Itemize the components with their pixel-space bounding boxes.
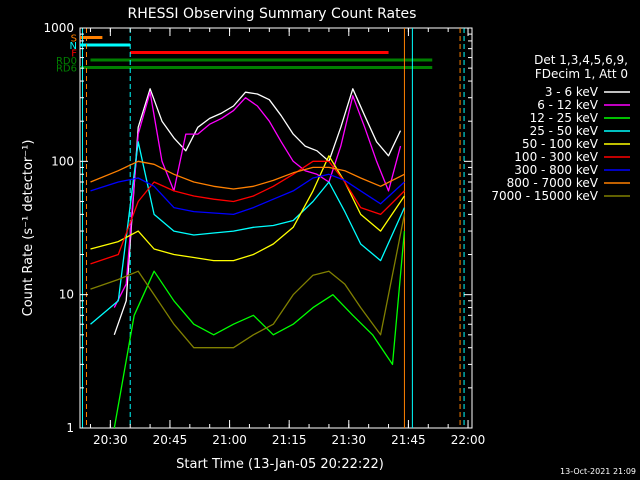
legend-header-line-2: FDecim 1, Att 0 (535, 67, 628, 81)
y-tick-label: 1 (66, 421, 74, 435)
legend-header-line-1: Det 1,3,4,5,6,9, (534, 53, 628, 67)
x-axis: 20:30 20:45 21:00 21:15 21:30 21:45 22:00 (89, 28, 486, 447)
plot-frame (79, 27, 473, 429)
x-tick-label: 22:00 (451, 433, 486, 447)
x-tick-label: 21:45 (391, 433, 426, 447)
series-line (90, 160, 405, 190)
flag-label: RD0 (56, 56, 77, 67)
x-tick-label: 20:45 (153, 433, 188, 447)
x-axis-label: Start Time (13-Jan-05 20:22:22) (176, 457, 384, 472)
y-tick-label: 100 (51, 154, 74, 168)
series-line (90, 155, 405, 262)
series-layer (90, 88, 406, 429)
legend: Det 1,3,4,5,6,9, FDecim 1, Att 0 3 - 6 k… (491, 53, 630, 203)
flag-label: S (71, 34, 77, 45)
x-tick-label: 21:15 (272, 433, 307, 447)
y-axis-label: Count Rate (s⁻¹ detector⁻¹) (21, 140, 36, 317)
series-line (90, 173, 405, 216)
series-line (113, 88, 402, 336)
legend-label: 25 - 50 keV (530, 124, 599, 138)
x-tick-label: 21:30 (331, 433, 366, 447)
legend-label: 100 - 300 keV (514, 150, 598, 164)
y-tick-label: 1000 (43, 21, 74, 35)
flag-label: RD6 (56, 64, 77, 75)
flag-label: F (71, 49, 77, 60)
y-axis: 1 10 100 1000 (43, 21, 472, 435)
series-line (90, 214, 406, 349)
x-tick-label: 20:30 (93, 433, 128, 447)
x-tick-label: 21:00 (212, 433, 247, 447)
y-tick-label: 10 (59, 288, 74, 302)
legend-label: 12 - 25 keV (530, 111, 599, 125)
series-line (113, 91, 402, 308)
legend-label: 800 - 7000 keV (507, 176, 599, 190)
chart-title: RHESSI Observing Summary Count Rates (128, 6, 417, 22)
legend-label: 3 - 6 keV (545, 85, 599, 99)
legend-label: 50 - 100 keV (522, 137, 599, 151)
render-timestamp: 13-Oct-2021 21:09 (560, 467, 636, 476)
series-line (90, 160, 405, 265)
legend-label: 6 - 12 keV (537, 98, 599, 112)
legend-label: 7000 - 15000 keV (491, 189, 598, 203)
legend-label: 300 - 800 keV (514, 163, 598, 177)
series-line (90, 141, 405, 325)
flag-label: N (70, 41, 77, 52)
series-line (113, 231, 406, 429)
